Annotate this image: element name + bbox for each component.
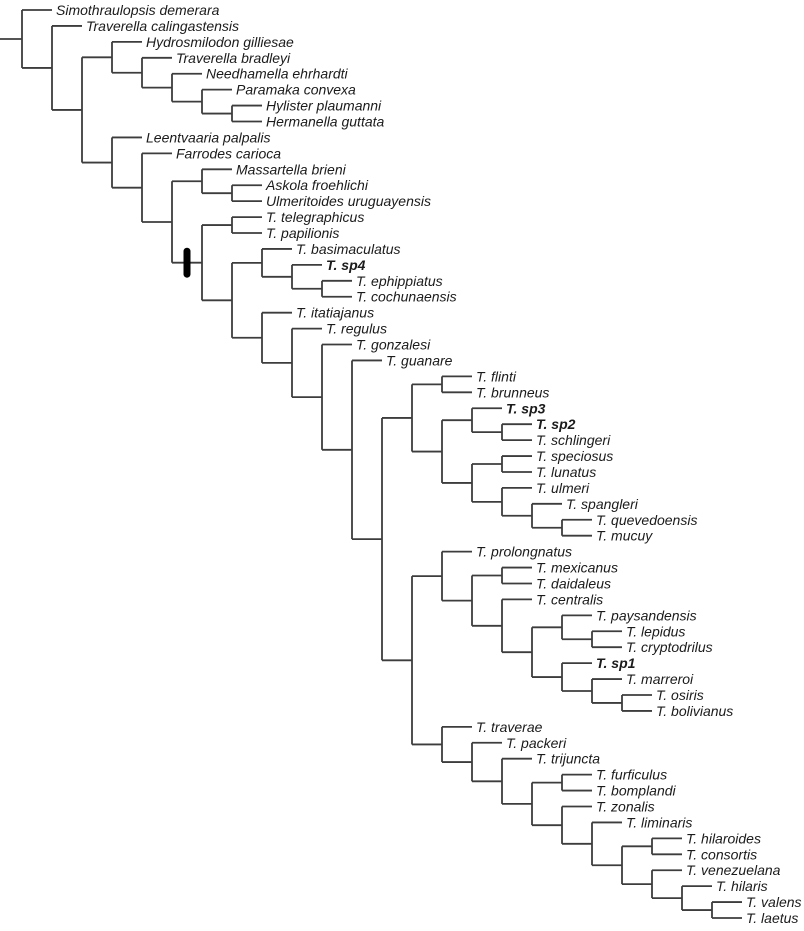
tip-label-t-sp2: T. sp2: [536, 416, 576, 432]
tip-label-t-spangleri: T. spangleri: [566, 496, 639, 512]
tip-label-leentvaaria-palpalis: Leentvaaria palpalis: [146, 129, 271, 145]
tip-label-t-itatiajanus: T. itatiajanus: [296, 305, 374, 321]
tip-label-t-liminaris: T. liminaris: [626, 814, 692, 830]
tip-label-t-laetus: T. laetus: [746, 910, 798, 926]
tip-label-t-venezuelana: T. venezuelana: [686, 862, 781, 878]
tip-label-t-traverae: T. traverae: [476, 719, 543, 735]
tip-label-hermanella-guttata: Hermanella guttata: [266, 114, 385, 130]
tip-label-t-packeri: T. packeri: [506, 735, 567, 751]
tip-label-t-bolivianus: T. bolivianus: [656, 703, 733, 719]
tip-label-t-daidaleus: T. daidaleus: [536, 575, 611, 591]
tip-label-t-ephippiatus: T. ephippiatus: [356, 273, 443, 289]
tip-label-needhamella-ehrhardti: Needhamella ehrhardti: [206, 66, 349, 82]
tip-label-t-flinti: T. flinti: [476, 368, 517, 384]
tip-label-t-zonalis: T. zonalis: [596, 799, 655, 815]
tip-label-t-regulus: T. regulus: [326, 321, 387, 337]
tip-label-t-basimaculatus: T. basimaculatus: [296, 241, 401, 257]
tip-label-t-trijuncta: T. trijuncta: [536, 751, 600, 767]
tip-label-t-speciosus: T. speciosus: [536, 448, 613, 464]
tip-label-t-mexicanus: T. mexicanus: [536, 560, 618, 576]
tip-label-t-valens: T. valens: [746, 894, 802, 910]
tip-label-askola-froehlichi: Askola froehlichi: [265, 177, 369, 193]
tip-label-hylister-plaumanni: Hylister plaumanni: [266, 98, 382, 114]
tip-label-t-mucuy: T. mucuy: [596, 528, 653, 544]
tip-label-simothraulopsis-demerara: Simothraulopsis demerara: [56, 2, 220, 18]
tip-label-t-sp1: T. sp1: [596, 655, 636, 671]
tip-label-t-osiris: T. osiris: [656, 687, 704, 703]
tip-label-ulmeritoides-uruguayensis: Ulmeritoides uruguayensis: [266, 193, 431, 209]
tip-label-t-sp4: T. sp4: [326, 257, 366, 273]
tip-label-t-quevedoensis: T. quevedoensis: [596, 512, 697, 528]
tip-label-t-lepidus: T. lepidus: [626, 623, 685, 639]
tip-label-t-bomplandi: T. bomplandi: [596, 783, 677, 799]
tip-label-t-gonzalesi: T. gonzalesi: [356, 337, 431, 353]
tip-label-t-hilaris: T. hilaris: [716, 878, 768, 894]
tip-label-t-sp3: T. sp3: [506, 400, 546, 416]
tip-label-t-paysandensis: T. paysandensis: [596, 607, 697, 623]
tip-label-t-cochunaensis: T. cochunaensis: [356, 289, 457, 305]
tip-label-t-hilaroides: T. hilaroides: [686, 830, 761, 846]
tip-label-t-marreroi: T. marreroi: [626, 671, 694, 687]
tip-label-t-ulmeri: T. ulmeri: [536, 480, 590, 496]
tip-label-t-consortis: T. consortis: [686, 846, 757, 862]
tip-label-t-lunatus: T. lunatus: [536, 464, 596, 480]
tip-label-traverella-calingastensis: Traverella calingastensis: [86, 18, 239, 34]
tip-label-t-telegraphicus: T. telegraphicus: [266, 209, 364, 225]
tip-label-paramaka-convexa: Paramaka convexa: [236, 82, 356, 98]
tip-label-t-centralis: T. centralis: [536, 591, 603, 607]
tip-label-t-guanare: T. guanare: [386, 352, 453, 368]
tip-label-farrodes-carioca: Farrodes carioca: [176, 145, 281, 161]
tip-label-t-schlingeri: T. schlingeri: [536, 432, 611, 448]
tip-label-t-cryptodrilus: T. cryptodrilus: [626, 639, 713, 655]
tip-label-t-furficulus: T. furficulus: [596, 767, 667, 783]
tip-label-t-prolongnatus: T. prolongnatus: [476, 544, 572, 560]
tip-label-traverella-bradleyi: Traverella bradleyi: [176, 50, 291, 66]
tip-label-massartella-brieni: Massartella brieni: [236, 161, 347, 177]
tip-label-hydrosmilodon-gilliesae: Hydrosmilodon gilliesae: [146, 34, 294, 50]
tip-label-t-brunneus: T. brunneus: [476, 384, 549, 400]
tip-label-t-papilionis: T. papilionis: [266, 225, 339, 241]
apomorphy-marker-bar: [183, 247, 191, 278]
